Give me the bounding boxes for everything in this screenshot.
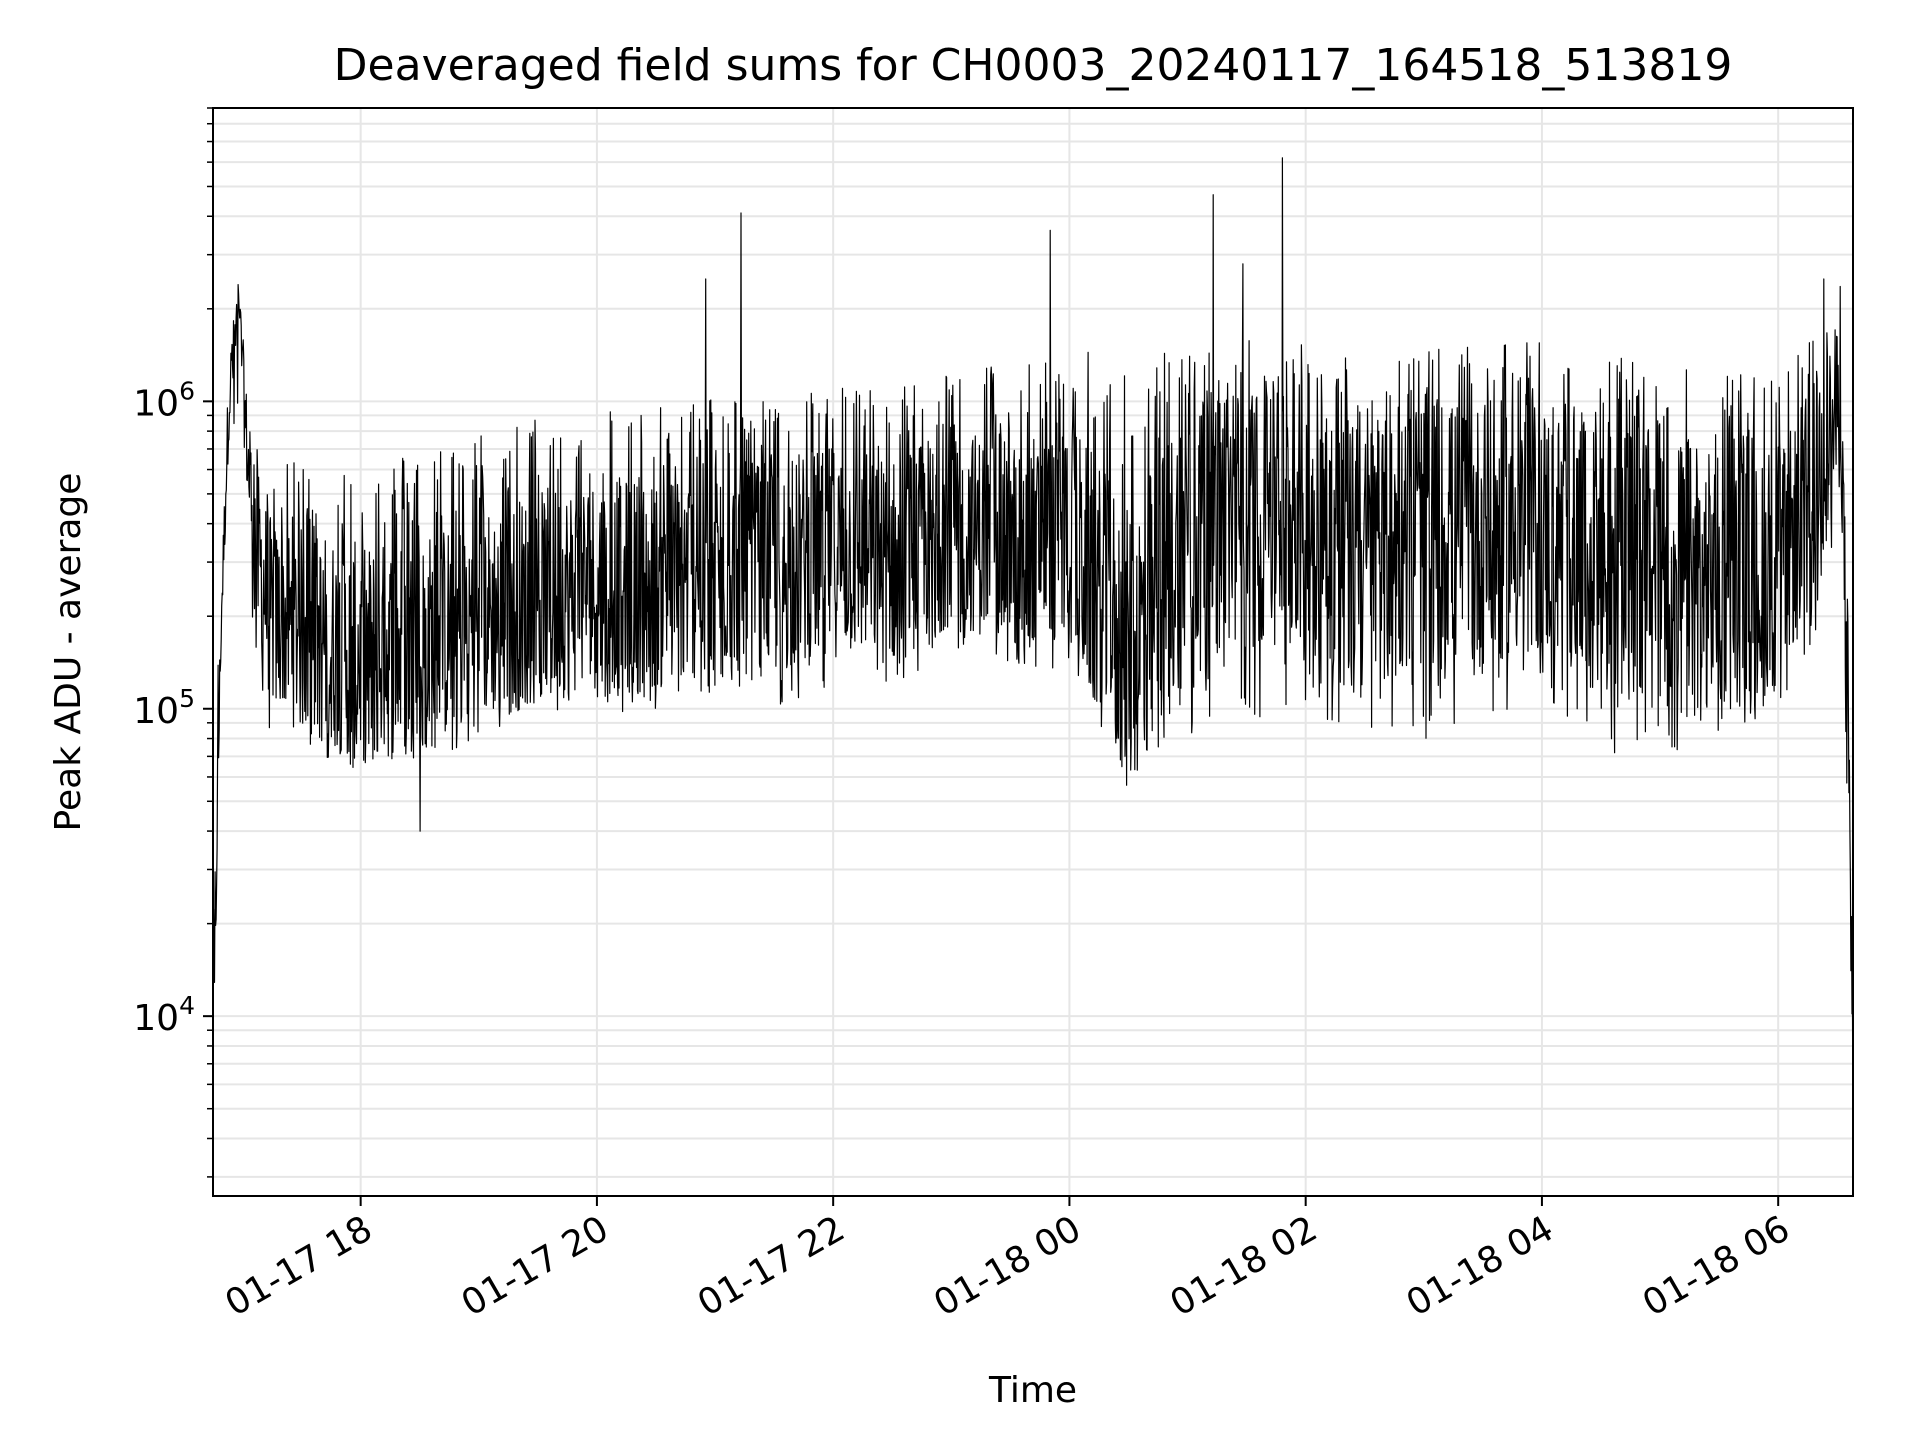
plot-frame bbox=[212, 107, 1854, 1197]
x-axis-label: Time bbox=[988, 1370, 1077, 1411]
y-axis-label: Peak ADU - average bbox=[48, 473, 89, 832]
series-line bbox=[212, 157, 1854, 1149]
y-tick-label: 106 bbox=[133, 376, 195, 424]
chart-title: Deaveraged field sums for CH0003_2024011… bbox=[334, 40, 1733, 91]
y-tick-label: 105 bbox=[133, 684, 195, 732]
y-tick-label: 104 bbox=[133, 991, 195, 1039]
plot-series bbox=[212, 157, 1854, 1149]
